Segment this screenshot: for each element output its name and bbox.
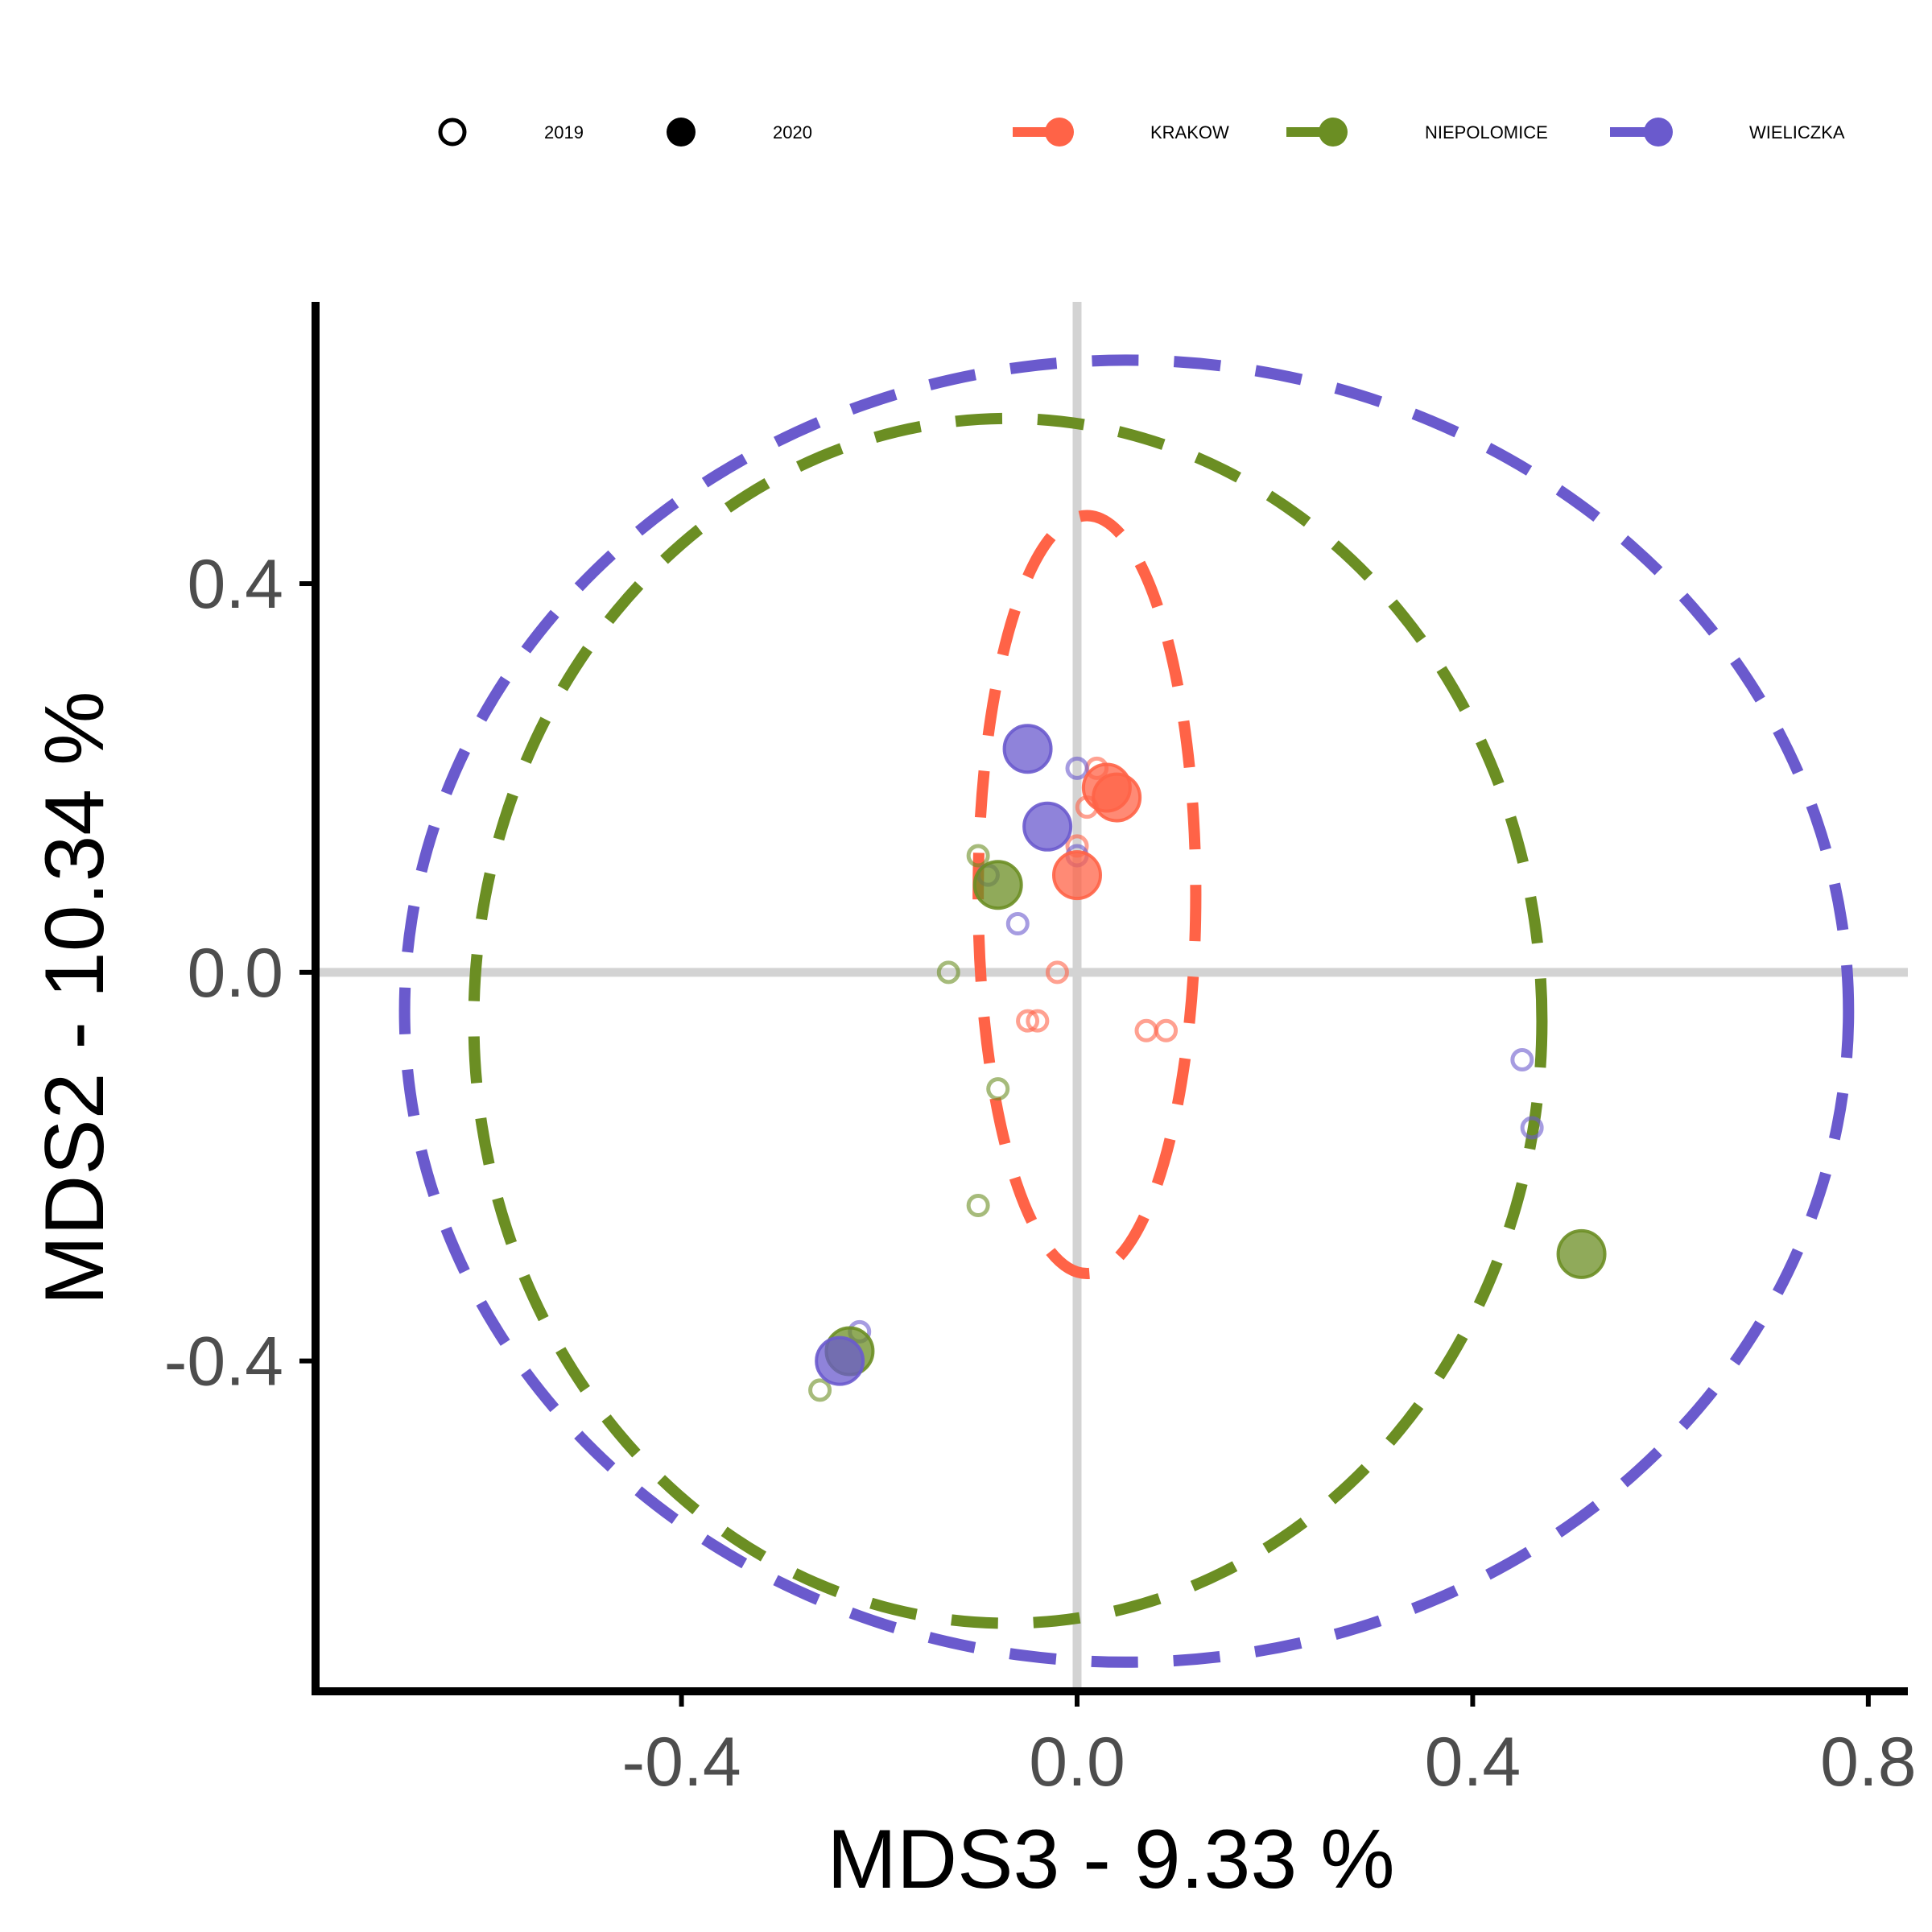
point-wieliczka-2019 <box>1520 1116 1544 1140</box>
x-tick-label: 0.0 <box>1029 1724 1125 1801</box>
point-niepolomice-2019 <box>808 1378 832 1402</box>
legend-krakow-symbol <box>1045 118 1074 147</box>
point-krakow-2019 <box>1134 1018 1158 1042</box>
legend-series-niepolomice: NIEPOLOMICE <box>1286 118 1548 147</box>
point-krakow-2019 <box>1026 1009 1050 1033</box>
point-wieliczka-2019 <box>1065 756 1089 780</box>
ellipse-wieliczka <box>398 354 1855 1668</box>
legend-niepolomice-label: NIEPOLOMICE <box>1425 122 1548 142</box>
plot-panel <box>316 302 1908 1691</box>
legend-niepolomice-symbol <box>1319 118 1348 147</box>
point-wieliczka-2020 <box>815 1335 865 1386</box>
point-wieliczka-2020 <box>1022 801 1073 852</box>
x-axis-title: MDS3 - 9.33 % <box>827 1813 1394 1906</box>
axes: -0.4 0.0 0.4 0.8 -0.4 0.0 0.4 MDS3 - 9.33 % M… <box>28 302 1917 1906</box>
point-krakow-2020 <box>1092 772 1142 823</box>
legend-wieliczka-label: WIELICZKA <box>1749 122 1845 142</box>
points-layer <box>808 724 1607 1402</box>
point-niepolomice-2019 <box>936 960 960 985</box>
point-wieliczka-2019 <box>1005 911 1030 935</box>
x-tick-label: 0.8 <box>1820 1724 1917 1801</box>
point-wieliczka-2019 <box>1510 1047 1534 1071</box>
legend-2019-symbol <box>438 118 467 147</box>
point-krakow-2020 <box>1052 850 1102 901</box>
y-tick-label: -0.4 <box>164 1323 283 1401</box>
x-ticks: -0.4 0.0 0.4 0.8 <box>621 1695 1917 1801</box>
point-niepolomice-2020 <box>1556 1228 1607 1279</box>
legend: 2019 2020 KRAKOW NIEPOLOMICE WIELICZKA <box>438 118 1845 147</box>
x-tick-label: -0.4 <box>621 1724 741 1801</box>
legend-2020-label: 2020 <box>773 122 812 142</box>
y-axis-title: MDS2 - 10.34 % <box>28 691 122 1306</box>
legend-krakow-label: KRAKOW <box>1150 122 1229 142</box>
ellipses-layer <box>398 354 1855 1668</box>
legend-series-wieliczka: WIELICZKA <box>1610 118 1845 147</box>
legend-shape-2020: 2020 <box>667 118 812 147</box>
ellipse-niepolomice <box>468 412 1548 1629</box>
point-wieliczka-2020 <box>1002 724 1053 774</box>
legend-series-krakow: KRAKOW <box>1013 118 1229 147</box>
y-ticks: -0.4 0.0 0.4 <box>164 546 312 1401</box>
point-niepolomice-2019 <box>986 1077 1010 1101</box>
point-niepolomice-2019 <box>966 1194 990 1218</box>
legend-shape-2019: 2019 <box>438 118 584 147</box>
point-niepolomice-2020 <box>972 860 1023 910</box>
point-krakow-2019 <box>1154 1018 1179 1042</box>
point-niepolomice-2019 <box>966 844 990 868</box>
y-tick-label: 0.0 <box>187 935 283 1012</box>
point-krakow-2019 <box>1045 960 1069 985</box>
legend-wieliczka-symbol <box>1644 118 1673 147</box>
legend-2020-symbol <box>667 118 696 147</box>
x-tick-label: 0.4 <box>1425 1724 1521 1801</box>
legend-2019-label: 2019 <box>544 122 584 142</box>
y-tick-label: 0.4 <box>187 546 283 623</box>
point-krakow-2019 <box>1016 1009 1040 1033</box>
